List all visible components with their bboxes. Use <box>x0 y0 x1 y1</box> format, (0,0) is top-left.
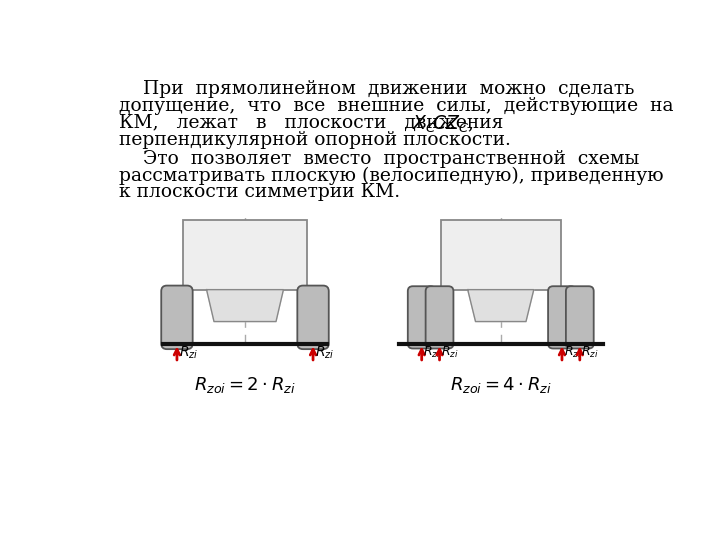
Text: $R_{zi}$: $R_{zi}$ <box>441 345 459 360</box>
FancyBboxPatch shape <box>566 286 594 348</box>
Text: $R_{zi}$: $R_{zi}$ <box>179 345 199 361</box>
FancyBboxPatch shape <box>408 286 436 348</box>
Text: $R_{zi}$: $R_{zi}$ <box>423 345 441 360</box>
Text: КМ,   лежат   в   плоскости   движения: КМ, лежат в плоскости движения <box>120 114 504 132</box>
Bar <box>183 220 307 289</box>
Text: $R_{zoi}=2\cdot R_{zi}$: $R_{zoi}=2\cdot R_{zi}$ <box>194 375 296 395</box>
Text: допущение,  что  все  внешние  силы,  действующие  на: допущение, что все внешние силы, действу… <box>120 97 674 115</box>
Text: рассматривать плоскую (велосипедную), приведенную: рассматривать плоскую (велосипедную), пр… <box>120 166 664 185</box>
FancyBboxPatch shape <box>426 286 454 348</box>
Bar <box>441 220 561 289</box>
Text: $R_{zi}$: $R_{zi}$ <box>581 345 599 360</box>
Text: $R_{zoi}=4\cdot R_{zi}$: $R_{zoi}=4\cdot R_{zi}$ <box>450 375 552 395</box>
Bar <box>441 314 449 321</box>
Bar <box>299 314 307 321</box>
Text: При  прямолинейном  движении  можно  сделать: При прямолинейном движении можно сделать <box>120 80 635 98</box>
FancyBboxPatch shape <box>297 286 329 349</box>
Polygon shape <box>207 289 284 321</box>
Text: к плоскости симметрии КМ.: к плоскости симметрии КМ. <box>120 184 400 201</box>
FancyBboxPatch shape <box>161 286 193 349</box>
Text: Это  позволяет  вместо  пространственной  схемы: Это позволяет вместо пространственной сх… <box>120 150 640 167</box>
Text: перпендикулярной опорной плоскости.: перпендикулярной опорной плоскости. <box>120 131 511 149</box>
Text: $R_{zi}$: $R_{zi}$ <box>315 345 335 361</box>
Text: $R_{zi}$: $R_{zi}$ <box>564 345 581 360</box>
Polygon shape <box>468 289 534 321</box>
Bar <box>183 314 191 321</box>
Text: $X_C\!CZ_C$,: $X_C\!CZ_C$, <box>413 114 474 136</box>
FancyBboxPatch shape <box>548 286 576 348</box>
Bar <box>553 314 561 321</box>
